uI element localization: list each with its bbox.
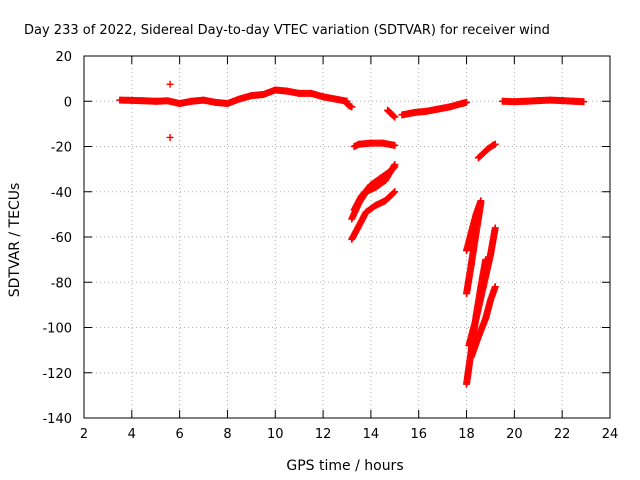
data-point	[166, 133, 174, 141]
y-tick-label: 20	[55, 50, 72, 65]
x-tick-label: 22	[554, 427, 571, 442]
y-axis: 20 0 -20 -40 -60 -80 -100 -120 -140	[42, 50, 610, 427]
y-tick-label: -60	[51, 231, 72, 246]
data-point	[390, 189, 398, 197]
y-tick-label: -100	[42, 322, 72, 337]
data-point	[391, 141, 399, 149]
chart-title: Day 233 of 2022, Sidereal Day-to-day VTE…	[24, 23, 550, 38]
y-tick-label: -120	[42, 367, 72, 382]
data-point	[166, 80, 174, 88]
series	[463, 197, 485, 255]
series	[343, 100, 356, 111]
series	[498, 96, 588, 106]
series	[384, 106, 399, 121]
data-point	[348, 103, 356, 111]
x-tick-label: 12	[315, 427, 332, 442]
series	[166, 80, 174, 141]
series	[475, 140, 499, 162]
x-tick-label: 10	[267, 427, 284, 442]
data-point	[390, 164, 398, 172]
data-point	[391, 163, 399, 171]
series	[350, 163, 399, 214]
y-tick-label: -20	[51, 141, 72, 156]
data-point	[477, 197, 485, 205]
x-tick-label: 20	[506, 427, 523, 442]
y-axis-label: SDTVAR / TECUs	[7, 183, 23, 298]
series	[398, 98, 471, 119]
data-points	[116, 80, 588, 388]
y-tick-label: 0	[64, 95, 72, 110]
x-tick-label: 4	[128, 427, 136, 442]
data-point	[391, 113, 399, 121]
x-tick-label: 16	[410, 427, 427, 442]
plot-frame	[83, 55, 611, 419]
y-tick-label: -80	[51, 276, 72, 291]
y-tick-label: -140	[42, 412, 72, 427]
data-point	[491, 140, 499, 148]
x-axis-label: GPS time / hours	[286, 458, 403, 474]
x-tick-label: 8	[223, 427, 231, 442]
y-tick-label: -40	[51, 186, 72, 201]
data-point	[390, 112, 398, 120]
series	[350, 139, 399, 150]
series	[116, 86, 351, 108]
x-tick-label: 2	[80, 427, 88, 442]
series	[465, 224, 499, 350]
x-tick-label: 24	[602, 427, 619, 442]
series	[467, 283, 499, 361]
data-point	[491, 283, 499, 291]
grid	[84, 56, 610, 418]
series	[348, 188, 399, 243]
x-tick-label: 18	[458, 427, 475, 442]
x-tick-label: 14	[363, 427, 380, 442]
data-point	[391, 188, 399, 196]
x-axis: 2 4 6 8 10 12 14 16 18 20 22 24	[80, 56, 618, 442]
data-point	[491, 224, 499, 232]
x-tick-label: 6	[175, 427, 183, 442]
data-point	[580, 98, 588, 106]
data-point	[463, 98, 471, 106]
